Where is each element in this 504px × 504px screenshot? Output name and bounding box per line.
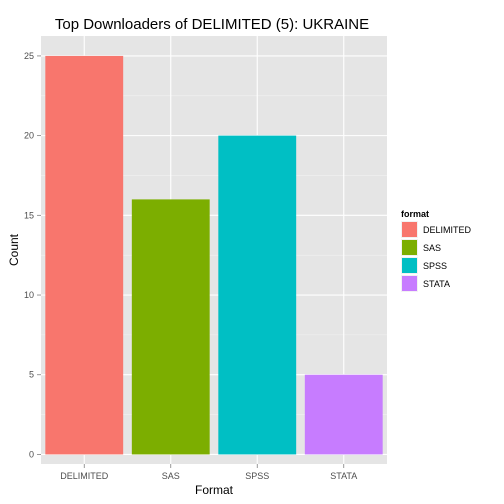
x-axis-ticks: DELIMITED SAS SPSS STATA	[60, 464, 357, 481]
y-axis-title: Count	[7, 233, 21, 266]
x-tick-label: SPSS	[245, 471, 269, 481]
y-tick-label: 20	[24, 131, 34, 141]
y-tick-label: 0	[29, 449, 34, 459]
y-tick-label: 5	[29, 370, 34, 380]
legend-swatch	[402, 240, 417, 255]
legend: format DELIMITED SAS SPSS STATA	[401, 209, 472, 292]
y-tick-label: 25	[24, 51, 34, 61]
y-tick-label: 15	[24, 210, 34, 220]
legend-label: DELIMITED	[423, 225, 472, 235]
legend-swatch	[402, 276, 417, 291]
x-tick-label: DELIMITED	[60, 471, 109, 481]
bar-delimited	[45, 55, 124, 455]
y-axis-ticks: 0 5 10 15 20 25	[24, 51, 41, 459]
bars	[45, 55, 383, 455]
chart-title: Top Downloaders of DELIMITED (5): UKRAIN…	[55, 16, 369, 33]
x-axis-title: Format	[195, 483, 234, 497]
bar-sas	[131, 199, 210, 455]
legend-label: SAS	[423, 243, 441, 253]
y-tick-label: 10	[24, 290, 34, 300]
legend-label: STATA	[423, 279, 450, 289]
legend-swatch	[402, 222, 417, 237]
legend-swatch	[402, 258, 417, 273]
legend-title: format	[401, 209, 429, 219]
x-tick-label: SAS	[162, 471, 180, 481]
legend-items: DELIMITED SAS SPSS STATA	[401, 221, 472, 292]
x-tick-label: STATA	[330, 471, 357, 481]
legend-label: SPSS	[423, 261, 447, 271]
bar-spss	[218, 135, 297, 455]
bar-stata	[304, 374, 383, 455]
